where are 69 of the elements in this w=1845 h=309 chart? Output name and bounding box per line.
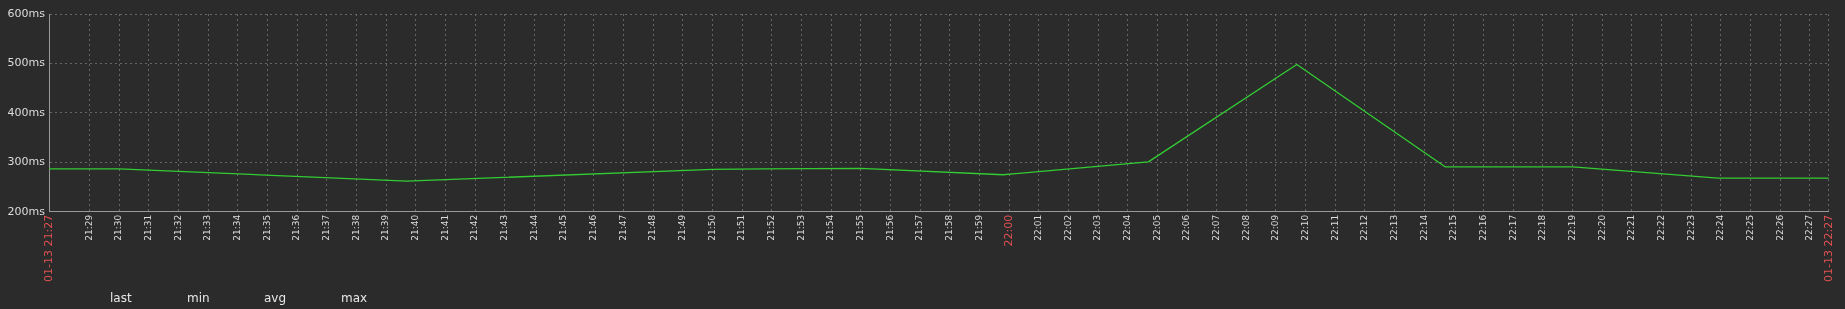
x-tick-label: 22:22 [1656, 214, 1667, 241]
x-tick-label: 22:12 [1359, 214, 1370, 241]
x-tick-label: 21:43 [499, 214, 510, 241]
x-tick-label: 21:31 [143, 214, 154, 241]
y-tick-label: 600ms [7, 6, 46, 20]
x-tick-label: 22:02 [1062, 214, 1073, 241]
x-tick-label: 22:16 [1478, 214, 1489, 241]
x-tick-label: 22:04 [1122, 214, 1133, 241]
x-tick-label: 22:14 [1418, 214, 1429, 241]
x-tick-label: 21:33 [202, 214, 213, 241]
x-tick-label: 21:41 [439, 214, 450, 241]
x-tick-label: 21:53 [795, 214, 806, 241]
x-tick-label: 01-13 21:27 [41, 214, 55, 283]
x-tick-label: 21:48 [647, 214, 658, 241]
x-tick-label: 21:50 [706, 214, 717, 241]
y-tick-label: 300ms [7, 155, 46, 169]
x-tick-label: 21:32 [172, 214, 183, 241]
x-tick-label: 21:42 [469, 214, 480, 241]
x-tick-label: 21:36 [291, 214, 302, 241]
x-tick-label: 21:44 [528, 214, 539, 241]
x-tick-label: 21:37 [321, 214, 332, 241]
x-tick-label: 22:17 [1507, 214, 1518, 241]
x-tick-label: 21:57 [914, 214, 925, 241]
x-tick-label: 21:34 [232, 214, 243, 241]
x-tick-label: 21:30 [113, 214, 124, 241]
text: max [341, 291, 368, 306]
x-tick-label: 21:59 [973, 214, 984, 241]
x-tick-label: 01-13 22:27 [1821, 214, 1835, 283]
x-tick-label: 22:01 [1033, 214, 1044, 241]
x-tick-label: 22:00 [1001, 214, 1015, 247]
x-tick-label: 21:54 [825, 214, 836, 241]
x-tick-label: 22:07 [1211, 214, 1222, 241]
text: min [187, 291, 210, 306]
x-tick-label: 21:52 [766, 214, 777, 241]
x-tick-label: 21:56 [884, 214, 895, 241]
x-tick-label: 21:58 [944, 214, 955, 241]
x-tick-label: 22:21 [1626, 214, 1637, 241]
x-tick-label: 21:51 [736, 214, 747, 241]
x-tick-label: 22:23 [1685, 214, 1696, 241]
text: avg [264, 291, 287, 306]
x-tick-label: 22:11 [1329, 214, 1340, 241]
x-tick-label: 22:15 [1448, 214, 1459, 241]
x-tick-label: 22:25 [1745, 214, 1756, 241]
y-tick-label: 400ms [7, 105, 46, 119]
x-tick-label: 22:06 [1181, 214, 1192, 241]
x-tick-label: 22:27 [1804, 214, 1815, 241]
x-tick-label: 21:35 [261, 214, 272, 241]
x-tick-label: 21:39 [380, 214, 391, 241]
x-tick-label: 21:55 [855, 214, 866, 241]
x-tick-label: 22:09 [1270, 214, 1281, 241]
x-tick-label: 22:13 [1389, 214, 1400, 241]
x-tick-label: 22:10 [1300, 214, 1311, 241]
x-tick-label: 21:40 [410, 214, 421, 241]
x-tick-label: 22:05 [1151, 214, 1162, 241]
text: last [110, 291, 132, 306]
x-tick-label: 21:38 [350, 214, 361, 241]
x-tick-label: 22:19 [1567, 214, 1578, 241]
x-tick-label: 21:45 [558, 214, 569, 241]
x-tick-label: 21:49 [677, 214, 688, 241]
x-tick-label: 22:24 [1715, 214, 1726, 241]
x-tick-label: 22:20 [1596, 214, 1607, 241]
x-tick-label: 22:26 [1774, 214, 1785, 241]
x-tick-label: 22:18 [1537, 214, 1548, 241]
x-tick-label: 21:29 [83, 214, 94, 241]
x-tick-label: 21:46 [588, 214, 599, 241]
x-tick-label: 22:08 [1240, 214, 1251, 241]
x-tick-label: 22:03 [1092, 214, 1103, 241]
y-tick-label: 500ms [7, 56, 46, 70]
x-tick-label: 21:47 [617, 214, 628, 241]
